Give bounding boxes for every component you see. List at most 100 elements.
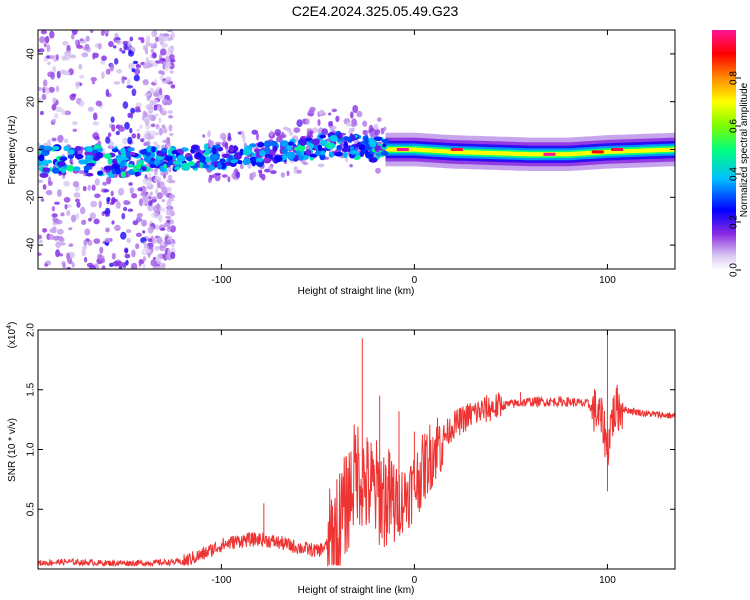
spectrogram-cluster [111,148,119,153]
spectrogram-speckle [63,180,71,187]
spectrogram-speckle [94,178,100,186]
spectrogram-speckle [68,243,74,248]
spectrogram-speckle [211,174,216,179]
spectrogram-speckle [159,75,164,80]
spectrogram-ytick-label: -40 [26,237,37,252]
spectrogram-cluster [203,156,212,163]
spectrogram-speckle [167,198,175,202]
spectrogram-speckle [122,101,129,109]
spectrogram-speckle [71,93,77,97]
spectrogram-speckle [214,173,221,182]
spectrogram-speckle [136,133,141,140]
spectrogram-speckle [149,87,155,94]
spectrogram-speckle [89,212,97,220]
spectrogram-speckle [76,201,81,208]
spectrogram-cluster [365,143,371,151]
spectrogram-speckle [312,127,318,133]
spectrogram-speckle [87,106,94,112]
spectrogram-ytick-label: 20 [26,96,37,108]
spectrogram-speckle [251,171,257,178]
spectrogram-cluster [328,151,335,158]
spectrogram-speckle [84,43,90,50]
spectrogram-speckle [153,43,158,49]
spectrogram-cluster [312,138,320,146]
spectrogram-speckle [373,123,379,130]
spectrogram-speckle [140,191,147,197]
spectrogram-speckle [118,187,125,196]
spectrogram-hot-spot [450,148,463,151]
spectrogram-cluster [319,153,326,161]
spectrogram-speckle [111,220,115,225]
spectrogram-speckle [296,119,303,127]
spectrogram-speckle [168,124,173,132]
spectrogram-cluster [270,140,278,147]
spectrogram-speckle [94,193,101,199]
spectrogram-speckle [60,212,65,217]
spectrogram-cluster [237,160,243,165]
spectrogram-speckle [76,44,84,49]
spectrogram-speckle [138,37,143,41]
spectrogram-speckle [375,167,381,174]
spectrogram-speckle [113,81,121,85]
spectrogram-speckle [158,117,162,123]
spectrogram-speckle [71,262,76,268]
spectrogram-speckle [98,200,102,209]
spectrogram-speckle [148,172,152,177]
spectrogram-speckle [52,65,57,74]
spectrogram-speckle [52,222,57,226]
spectrogram-cluster [380,150,389,156]
spectrogram-speckle [72,121,78,126]
spectrogram-band [385,147,675,157]
spectrogram-cluster [251,159,256,167]
spectrogram-speckle [261,173,266,181]
spectrogram-speckle [87,184,91,191]
spectrogram-marks [38,30,675,269]
spectrogram-speckle [168,115,174,119]
spectrogram-speckle [156,192,163,200]
spectrogram-speckle [146,35,151,43]
spectrogram-cluster [151,146,156,153]
snr-xtick-label: -100 [211,575,231,586]
spectrogram-hot-spot [591,150,604,154]
spectrogram-speckle [59,253,63,257]
spectrogram-speckle [153,79,158,84]
spectrogram-speckle [120,231,127,240]
spectrogram-speckle [125,259,129,266]
spectrogram-cluster [39,144,46,151]
spectrogram-speckle [169,251,176,260]
spectrogram-speckle [137,187,143,192]
spectrogram-speckle [51,104,57,111]
spectrogram-speckle [227,132,231,140]
spectrogram-speckle [126,85,134,89]
spectrogram-speckle [46,61,51,65]
spectrogram-cluster [382,143,387,148]
spectrogram-cluster [140,149,147,155]
spectrogram-speckle [44,263,48,267]
spectrogram-cluster [274,155,283,163]
colorbar-tick-label: 0.8 [729,71,740,85]
spectrogram-ytick-label: -20 [26,190,37,205]
spectrogram-speckle [84,256,88,263]
spectrogram-speckle [165,186,172,191]
spectrogram-speckle [91,184,96,191]
spectrogram-speckle [48,234,54,240]
spectrogram-speckle [214,172,222,176]
spectrogram-speckle [169,70,174,74]
spectrogram-cluster [320,139,328,147]
spectrogram-speckle [166,208,171,216]
spectrogram-speckle [121,212,126,220]
spectrogram-speckle [202,134,206,138]
spectrogram-xlabel: Height of straight line (km) [298,286,415,297]
spectrogram-speckle [142,256,147,262]
spectrogram-speckle [104,237,111,243]
spectrogram-speckle [269,130,273,137]
spectrogram-speckle [153,104,158,111]
spectrogram-speckle [154,224,159,231]
spectrogram-speckle [227,176,231,183]
spectrogram-speckle [130,262,138,269]
spectrogram-speckle [84,228,91,236]
spectrogram-cluster [202,164,210,169]
spectrogram-cluster [199,155,206,163]
spectrogram-speckle [356,110,363,118]
spectrogram-speckle [331,125,337,130]
